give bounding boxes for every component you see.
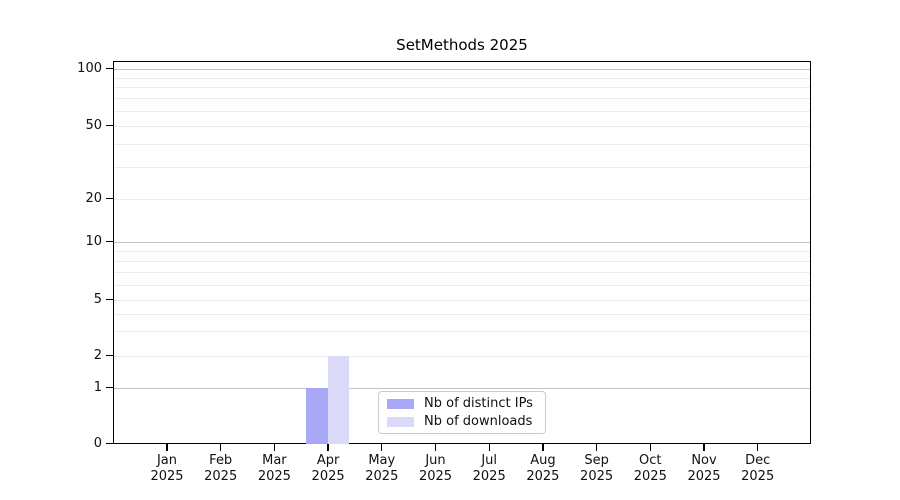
legend-label-downloads: Nb of downloads (424, 414, 533, 429)
y-tick-label-0: 0 (93, 436, 102, 451)
y-tick-mark-1 (106, 387, 113, 389)
y-tick-label-50: 50 (85, 118, 102, 133)
gridline-y-70 (114, 98, 810, 100)
y-tick-mark-0 (106, 443, 113, 445)
legend-item-downloads: Nb of downloads (387, 414, 537, 429)
gridline-y-90 (114, 77, 810, 79)
gridline-y-100 (114, 69, 810, 70)
x-tick-label-sep: Sep 2025 (580, 453, 614, 484)
gridline-y-50 (114, 126, 810, 127)
x-tick-label-jan: Jan 2025 (150, 453, 184, 484)
gridline-y-7 (114, 271, 810, 273)
gridline-y-1 (114, 388, 810, 389)
x-tick-label-may: May 2025 (365, 453, 399, 484)
x-tick-mark-oct (649, 444, 651, 451)
y-tick-label-2: 2 (93, 348, 102, 363)
x-tick-mark-sep (595, 444, 598, 451)
plot-area (113, 61, 811, 444)
chart-title: SetMethods 2025 (396, 36, 528, 54)
y-tick-mark-20 (106, 198, 113, 200)
x-tick-mark-aug (542, 444, 544, 451)
x-tick-label-jul: Jul 2025 (472, 453, 506, 484)
gridline-y-60 (114, 111, 810, 112)
x-tick-label-nov: Nov 2025 (687, 453, 721, 484)
x-tick-label-dec: Dec 2025 (741, 453, 775, 484)
x-tick-mark-may (381, 444, 383, 451)
y-tick-mark-10 (106, 241, 113, 243)
gridline-y-80 (114, 87, 810, 89)
gridline-y-4 (114, 313, 810, 315)
gridline-y-8 (114, 260, 810, 262)
gridline-y-9 (114, 250, 810, 252)
y-tick-label-20: 20 (85, 191, 102, 206)
x-tick-label-oct: Oct 2025 (633, 453, 667, 484)
legend: Nb of distinct IPs Nb of downloads (378, 391, 546, 434)
gridline-y-2 (114, 356, 810, 357)
legend-item-distinct-ips: Nb of distinct IPs (387, 396, 537, 411)
y-tick-mark-5 (106, 299, 113, 301)
x-tick-label-apr: Apr 2025 (311, 453, 345, 484)
y-tick-label-100: 100 (77, 61, 102, 76)
x-tick-mark-dec (757, 444, 759, 451)
x-tick-mark-jun (434, 444, 437, 451)
x-tick-label-aug: Aug 2025 (526, 453, 560, 484)
y-tick-mark-50 (106, 125, 113, 127)
gridline-y-40 (114, 143, 810, 145)
legend-swatch-downloads (387, 416, 414, 427)
gridline-y-10 (114, 242, 810, 243)
bar-apr-distinct-ips (306, 387, 328, 444)
bar-apr-downloads (327, 355, 350, 444)
gridline-y-5 (114, 300, 810, 301)
gridline-y-3 (114, 331, 810, 333)
legend-label-distinct-ips: Nb of distinct IPs (424, 396, 533, 411)
x-tick-label-jun: Jun 2025 (418, 453, 453, 484)
x-tick-mark-mar (273, 444, 276, 451)
x-tick-label-feb: Feb 2025 (204, 453, 238, 484)
y-tick-mark-2 (106, 355, 113, 357)
y-tick-label-5: 5 (93, 292, 102, 307)
x-tick-mark-nov (703, 444, 705, 451)
gridline-y-30 (114, 166, 810, 168)
x-tick-label-mar: Mar 2025 (257, 453, 291, 484)
gridline-y-6 (114, 284, 810, 286)
y-tick-label-1: 1 (93, 380, 102, 395)
y-tick-label-10: 10 (85, 234, 102, 249)
x-tick-mark-feb (220, 444, 222, 451)
y-tick-mark-100 (106, 68, 113, 70)
gridline-y-20 (114, 199, 810, 200)
x-tick-mark-apr (327, 444, 329, 451)
x-tick-mark-jul (488, 444, 490, 451)
x-tick-mark-jan (166, 444, 168, 451)
legend-swatch-distinct-ips (387, 398, 414, 409)
